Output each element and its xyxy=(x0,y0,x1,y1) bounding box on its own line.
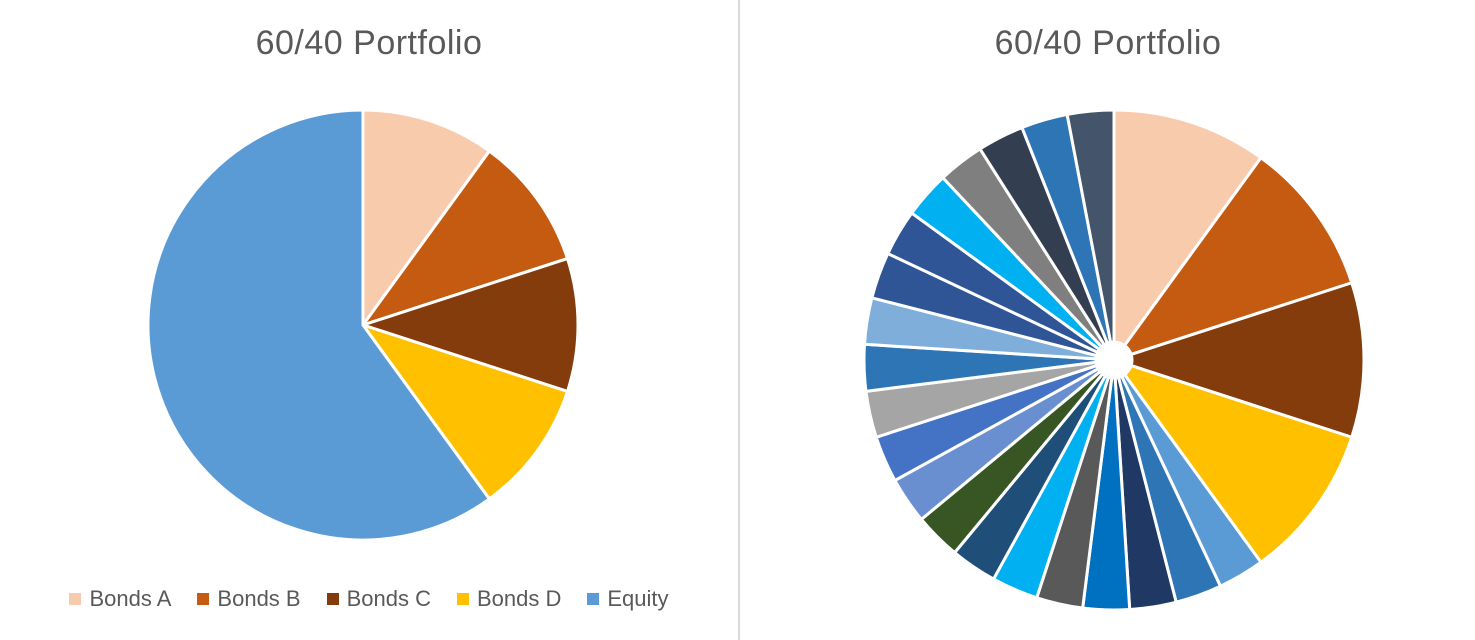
legend-swatch xyxy=(197,593,210,605)
pie-slice-23 xyxy=(1065,108,1116,344)
legend-label: Equity xyxy=(607,586,669,611)
pie-slice-0 xyxy=(1112,108,1263,347)
chart-title: 60/40 Portfolio xyxy=(994,24,1222,62)
pie-slice-bonds-b xyxy=(361,149,569,327)
legend-item-bonds-b: Bonds B xyxy=(197,586,301,612)
pie-slice-bonds-a xyxy=(361,108,491,327)
chart-right: 60/40 Portfolio xyxy=(741,0,1475,640)
pie-slice-3 xyxy=(1123,364,1354,564)
legend-swatch xyxy=(326,593,339,605)
legend-item-bonds-c: Bonds C xyxy=(326,586,431,612)
legend-label: Bonds D xyxy=(476,586,562,611)
legend-label: Bonds C xyxy=(346,586,431,611)
legend-label: Bonds B xyxy=(217,586,301,611)
pie-chart-left xyxy=(146,108,580,542)
divider xyxy=(738,0,740,640)
legend-label: Bonds A xyxy=(89,586,172,611)
pie-slice-1 xyxy=(1123,156,1354,356)
legend-swatch xyxy=(69,593,82,605)
legend-item-bonds-d: Bonds D xyxy=(456,586,562,612)
chart-legend: Bonds A Bonds B Bonds C Bonds D Equity xyxy=(0,586,738,612)
legend-item-equity: Equity xyxy=(587,586,669,612)
pie-slice-2 xyxy=(1129,281,1366,439)
pie-chart-right xyxy=(862,108,1366,612)
pie-slice-bonds-d xyxy=(361,323,569,501)
pie-slice-bonds-c xyxy=(361,257,580,393)
chart-title: 60/40 Portfolio xyxy=(255,24,483,62)
legend-swatch xyxy=(587,593,600,605)
chart-left: 60/40 Portfolio Bonds A Bonds B Bonds C Bon… xyxy=(0,24,738,612)
pie-slice-equity xyxy=(146,108,491,542)
legend-item-bonds-a: Bonds A xyxy=(69,586,171,612)
legend-swatch xyxy=(456,593,469,605)
